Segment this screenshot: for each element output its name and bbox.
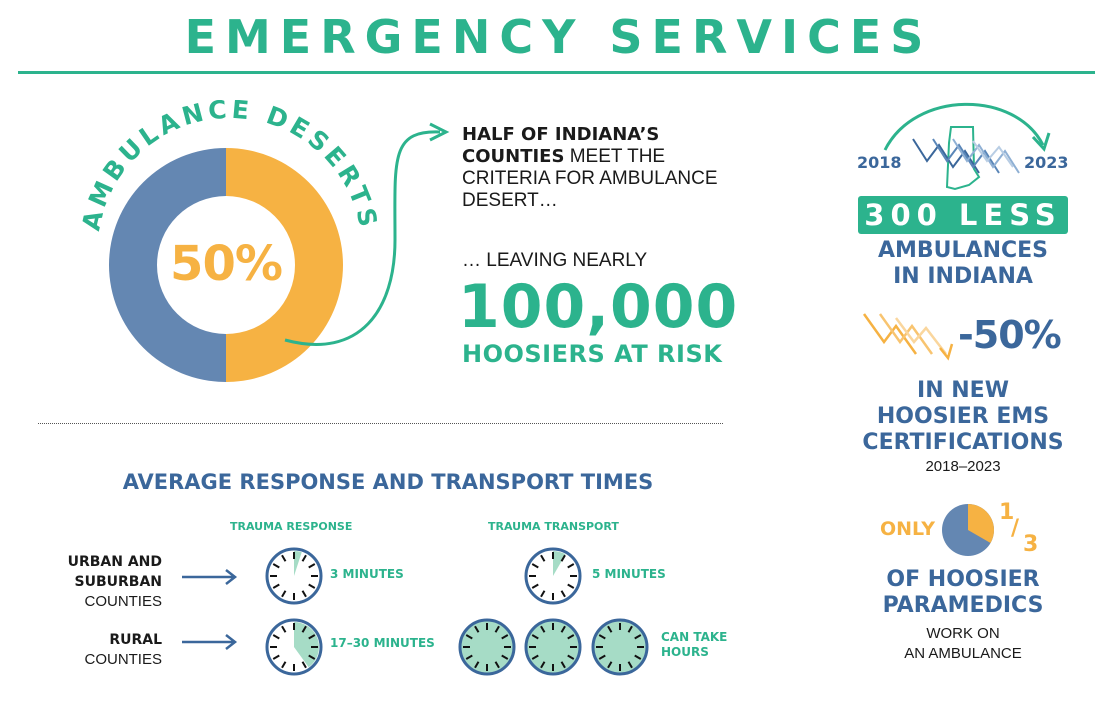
urban-transport-time: 5 MINUTES: [592, 567, 666, 581]
clock-rural-transport-3: [591, 618, 649, 676]
paramedics-line1: OF HOOSIER: [886, 567, 1040, 592]
paramedics-numerator: 1: [999, 500, 1015, 525]
ambulances-label-line1: AMBULANCES: [877, 238, 1049, 263]
paramedics-only: ONLY: [880, 518, 935, 540]
row-label-urban-plain: COUNTIES: [84, 593, 162, 610]
row-label-rural-plain: COUNTIES: [84, 651, 162, 668]
certifications-trend-icon: [862, 313, 954, 361]
paramedics-pie-slice: [968, 504, 994, 543]
paramedics-line4: AN AMBULANCE: [904, 645, 1022, 662]
row-label-rural-bold: RURAL: [109, 632, 162, 648]
indiana-map-icon: [945, 126, 981, 191]
clock-rural-transport-2: [524, 618, 582, 676]
certifications-change: -50%: [958, 313, 1062, 357]
arrow-urban-icon: [182, 569, 238, 585]
rural-response-time: 17–30 MINUTES: [330, 636, 435, 650]
certifications-label: IN NEW HOOSIER EMS CERTIFICATIONS: [848, 378, 1078, 456]
title-rule: [18, 71, 1095, 74]
urban-response-time: 3 MINUTES: [330, 567, 404, 581]
paramedics-slash: /: [1011, 516, 1020, 541]
paramedics-line3: WORK ON: [926, 625, 1000, 642]
paramedics-denominator: 3: [1023, 532, 1039, 557]
certifications-years: 2018–2023: [925, 458, 1001, 475]
ambulances-less-badge: 300 LESS: [858, 196, 1068, 234]
donut-rest-segment: [109, 148, 226, 382]
clock-urban-response: [265, 547, 323, 605]
paramedics-pie-chart: [942, 504, 994, 556]
leaving-text: … LEAVING NEARLY: [462, 250, 648, 271]
clock-rural-transport-1: [458, 618, 516, 676]
page-title: EMERGENCY SERVICES: [184, 10, 933, 64]
row-label-urban-bold: URBAN AND SUBURBAN: [67, 554, 162, 590]
ambulances-label-line2: IN INDIANA: [893, 264, 1033, 289]
ambulance-deserts-donut: AMBULANCE DESERTS 50%: [76, 100, 380, 382]
row-label-rural: RURAL COUNTIES: [42, 630, 162, 669]
clock-grid: [265, 547, 649, 676]
year-start: 2018: [857, 153, 902, 172]
ambulances-label: AMBULANCES IN INDIANA: [848, 238, 1078, 290]
rural-transport-time: CAN TAKE HOURS: [661, 630, 728, 659]
col-head-transport: TRAUMA TRANSPORT: [488, 520, 619, 533]
col-head-response: TRAUMA RESPONSE: [230, 520, 353, 533]
paramedics-note: WORK ON AN AMBULANCE: [848, 624, 1078, 664]
clock-urban-transport: [524, 547, 582, 605]
donut-percent: 50%: [170, 236, 282, 292]
certifications-line1: IN NEW: [917, 378, 1009, 403]
paramedics-label: OF HOOSIER PARAMEDICS: [848, 567, 1078, 619]
half-counties-bold: HALF OF INDIANA’S COUNTIES: [462, 124, 660, 167]
at-risk-number: 100,000: [458, 272, 739, 342]
clock-rural-response: [265, 618, 323, 676]
connector-arrow: [284, 122, 450, 346]
certifications-line2: HOOSIER EMS: [876, 404, 1050, 429]
response-times-title: AVERAGE RESPONSE AND TRANSPORT TIMES: [122, 470, 654, 494]
year-end: 2023: [1024, 153, 1069, 172]
arrow-rural-icon: [182, 634, 238, 650]
paramedics-line2: PARAMEDICS: [882, 593, 1044, 618]
half-counties-text: HALF OF INDIANA’S COUNTIES MEET THE CRIT…: [462, 124, 722, 212]
section-divider: [38, 423, 723, 424]
certifications-line3: CERTIFICATIONS: [862, 430, 1064, 455]
row-label-urban: URBAN AND SUBURBAN COUNTIES: [42, 552, 162, 611]
at-risk-label: HOOSIERS AT RISK: [462, 340, 723, 368]
half-counties-rest: MEET THE CRITERIA FOR AMBULANCE DESERT…: [462, 146, 718, 211]
donut-filled-segment: [226, 148, 343, 382]
ambulance-trend-graphic: [883, 102, 1051, 191]
